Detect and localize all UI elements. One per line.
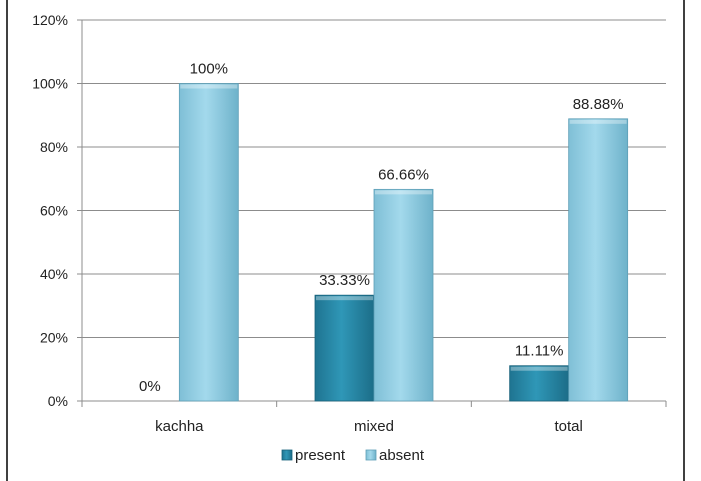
legend-swatch-present <box>281 449 293 461</box>
bar-present-total <box>509 365 570 402</box>
y-tick-label: 60% <box>40 203 68 219</box>
legend-swatch-absent <box>365 449 377 461</box>
y-tick-label: 120% <box>32 12 68 28</box>
bar-present-mixed <box>314 294 375 402</box>
bar-absent-kachha <box>178 83 239 402</box>
x-tick-label: total <box>554 418 582 435</box>
data-label-present-total: 11.11% <box>515 343 564 360</box>
y-tick-label: 40% <box>40 266 68 282</box>
y-tick-label: 100% <box>32 76 68 92</box>
bar-highlight <box>569 119 627 124</box>
y-tick-label: 20% <box>40 330 68 346</box>
axes: 0% 20% 40% 60% 80% 100% 120% kachha mixed total <box>32 12 667 435</box>
data-label-present-mixed: 33.33% <box>319 272 370 289</box>
legend: present absent <box>281 447 425 464</box>
bars <box>178 83 629 402</box>
bar-absent-total <box>568 118 629 402</box>
y-tick-label: 0% <box>48 393 68 409</box>
data-label-absent-kachha: 100% <box>190 61 228 78</box>
bar-highlight <box>180 84 238 89</box>
y-tick-label: 80% <box>40 139 68 155</box>
x-tick-label: mixed <box>354 418 394 435</box>
legend-label-present: present <box>295 447 346 464</box>
x-tick-label: kachha <box>155 418 204 435</box>
data-label-absent-total: 88.88% <box>573 96 624 113</box>
bar-highlight <box>375 190 432 195</box>
bar-highlight <box>316 296 373 301</box>
data-label-present-kachha: 0% <box>139 378 161 395</box>
bar-highlight <box>510 366 568 371</box>
bar-absent-mixed <box>373 188 434 402</box>
legend-label-absent: absent <box>379 447 425 464</box>
data-label-absent-mixed: 66.66% <box>378 166 429 183</box>
data-labels: 0% 100% 33.33% 66.66% 11.11% 88.88% <box>139 61 624 396</box>
